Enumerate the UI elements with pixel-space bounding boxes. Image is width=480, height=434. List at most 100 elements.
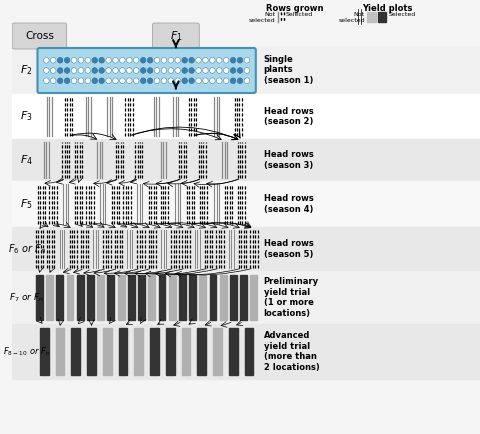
Bar xyxy=(103,328,112,375)
Circle shape xyxy=(120,57,125,63)
Circle shape xyxy=(120,78,125,84)
Circle shape xyxy=(85,68,91,73)
Circle shape xyxy=(99,78,105,84)
Bar xyxy=(251,275,257,320)
Circle shape xyxy=(85,78,91,84)
Bar xyxy=(210,275,216,320)
Circle shape xyxy=(71,57,77,63)
Text: $F_7$ or $F_n$: $F_7$ or $F_n$ xyxy=(9,291,44,304)
Circle shape xyxy=(203,57,208,63)
Circle shape xyxy=(58,68,63,73)
Circle shape xyxy=(106,68,111,73)
Circle shape xyxy=(161,57,167,63)
Bar xyxy=(12,181,480,227)
Circle shape xyxy=(147,68,153,73)
Text: $F_4$: $F_4$ xyxy=(20,153,33,167)
Bar xyxy=(229,328,238,375)
Circle shape xyxy=(78,68,84,73)
Text: Cross: Cross xyxy=(25,31,54,41)
Text: Yield plots: Yield plots xyxy=(362,4,413,13)
Bar xyxy=(150,328,159,375)
Text: Not
selected: Not selected xyxy=(249,12,276,23)
Text: $F_5$: $F_5$ xyxy=(21,197,33,211)
Bar xyxy=(169,275,176,320)
Text: Head rows
(season 2): Head rows (season 2) xyxy=(264,107,313,126)
Circle shape xyxy=(182,78,188,84)
Bar xyxy=(197,328,206,375)
Bar xyxy=(189,275,196,320)
Bar xyxy=(108,275,114,320)
Bar xyxy=(378,12,386,22)
Circle shape xyxy=(175,68,180,73)
Text: Advanced
yield trial
(more than
2 locations): Advanced yield trial (more than 2 locati… xyxy=(264,332,319,372)
Bar xyxy=(97,275,104,320)
Circle shape xyxy=(127,57,132,63)
Circle shape xyxy=(133,57,139,63)
Circle shape xyxy=(175,78,180,84)
Circle shape xyxy=(223,78,229,84)
Circle shape xyxy=(237,78,243,84)
Circle shape xyxy=(127,68,132,73)
Circle shape xyxy=(168,57,174,63)
Circle shape xyxy=(237,68,243,73)
Circle shape xyxy=(210,68,215,73)
Circle shape xyxy=(154,57,160,63)
Text: Selected: Selected xyxy=(286,12,313,17)
Circle shape xyxy=(44,57,49,63)
Bar xyxy=(367,12,376,22)
Circle shape xyxy=(210,57,215,63)
Text: $F_6$ or $F_n$: $F_6$ or $F_n$ xyxy=(8,242,46,256)
Bar xyxy=(128,275,135,320)
Circle shape xyxy=(168,68,174,73)
Circle shape xyxy=(168,78,174,84)
Circle shape xyxy=(196,78,201,84)
Bar xyxy=(240,275,247,320)
Circle shape xyxy=(189,68,194,73)
Bar xyxy=(199,275,206,320)
Circle shape xyxy=(230,78,236,84)
Bar xyxy=(119,328,127,375)
Bar xyxy=(134,328,143,375)
Circle shape xyxy=(58,57,63,63)
Circle shape xyxy=(71,68,77,73)
Circle shape xyxy=(196,68,201,73)
Circle shape xyxy=(244,78,250,84)
Bar xyxy=(46,275,53,320)
Circle shape xyxy=(189,78,194,84)
Circle shape xyxy=(113,68,118,73)
Circle shape xyxy=(141,78,146,84)
Circle shape xyxy=(99,68,105,73)
Bar xyxy=(179,275,186,320)
Circle shape xyxy=(133,68,139,73)
Bar xyxy=(166,328,175,375)
Circle shape xyxy=(99,57,105,63)
Bar xyxy=(87,328,96,375)
Circle shape xyxy=(216,57,222,63)
Bar xyxy=(12,94,480,139)
Circle shape xyxy=(113,78,118,84)
FancyBboxPatch shape xyxy=(153,23,199,49)
Bar xyxy=(87,275,94,320)
Circle shape xyxy=(141,57,146,63)
Circle shape xyxy=(78,78,84,84)
Bar xyxy=(56,328,64,375)
Circle shape xyxy=(127,78,132,84)
Bar xyxy=(213,328,222,375)
Circle shape xyxy=(203,68,208,73)
Circle shape xyxy=(64,57,70,63)
Circle shape xyxy=(85,57,91,63)
Bar xyxy=(118,275,124,320)
Circle shape xyxy=(50,68,56,73)
FancyBboxPatch shape xyxy=(37,48,256,93)
Circle shape xyxy=(120,68,125,73)
Circle shape xyxy=(216,78,222,84)
Circle shape xyxy=(230,57,236,63)
Circle shape xyxy=(141,68,146,73)
Circle shape xyxy=(223,68,229,73)
Text: Selected: Selected xyxy=(388,12,416,17)
Circle shape xyxy=(147,78,153,84)
Circle shape xyxy=(133,78,139,84)
Circle shape xyxy=(244,68,250,73)
Circle shape xyxy=(92,57,97,63)
Text: $F_2$: $F_2$ xyxy=(21,63,33,77)
